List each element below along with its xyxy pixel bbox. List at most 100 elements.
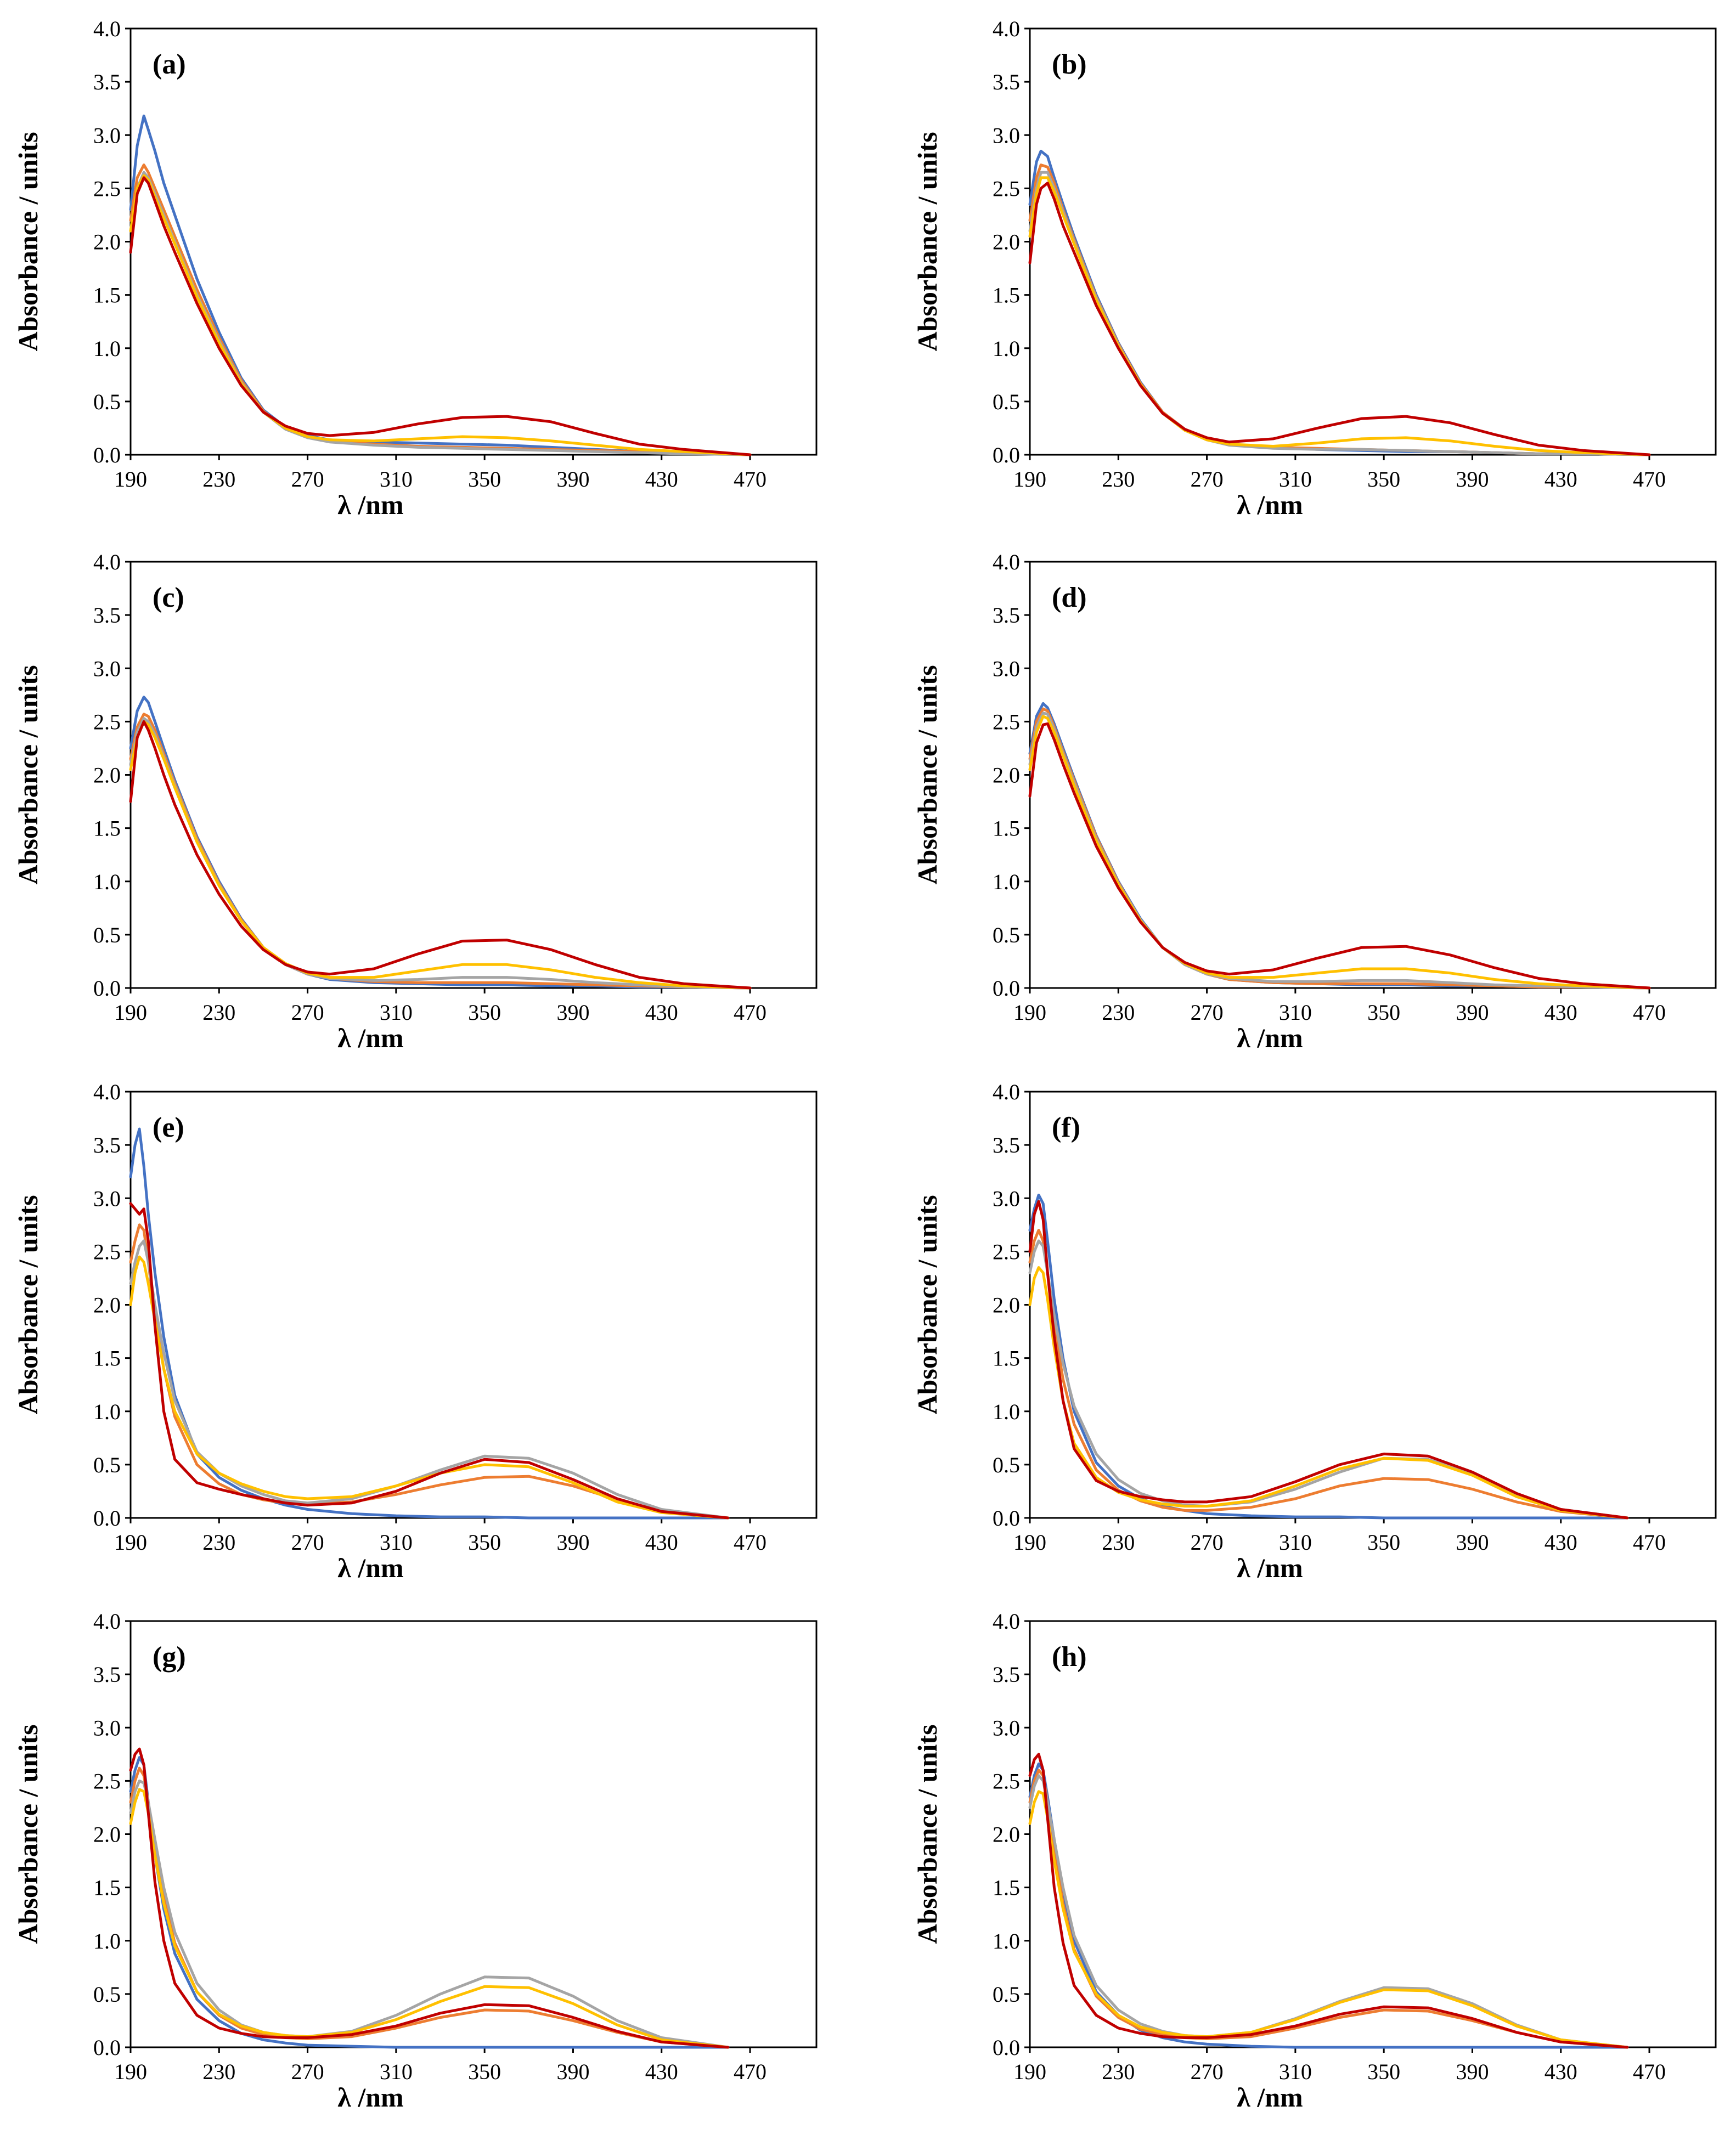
y-tick-label: 1.5 <box>93 1876 121 1900</box>
series-line-s5 <box>129 176 752 456</box>
y-tick-label: 3.5 <box>93 70 121 94</box>
x-tick-label: 390 <box>1456 1530 1489 1555</box>
y-tick-label: 0.5 <box>993 1982 1020 2007</box>
y-tick-label: 3.5 <box>93 1662 121 1687</box>
series-line-s1 <box>129 696 752 990</box>
y-tick-label: 0.0 <box>993 976 1020 1001</box>
series-line-s4 <box>1028 176 1651 456</box>
panel-label: (h) <box>1052 1641 1087 1673</box>
y-tick-label: 2.0 <box>93 1822 121 1847</box>
x-tick-label: 350 <box>468 2059 501 2084</box>
panel-label: (a) <box>153 49 186 80</box>
x-tick-label: 270 <box>291 467 324 492</box>
x-tick-label: 230 <box>1102 1530 1135 1555</box>
x-tick-label: 390 <box>556 1530 589 1555</box>
y-tick-label: 3.0 <box>93 1186 121 1211</box>
x-tick-label: 230 <box>1102 1000 1135 1025</box>
chart-panel-h: 0.0 0.5 1.0 1.5 2.0 2.5 3.0 3.5 4.0 190 230 270 310 3… <box>912 1609 1717 2113</box>
series-line-s1 <box>1028 702 1651 990</box>
x-tick-label: 390 <box>1456 1000 1489 1025</box>
chart-panel-g: 0.0 0.5 1.0 1.5 2.0 2.5 3.0 3.5 4.0 190 230 270 310 3… <box>13 1609 818 2113</box>
x-tick-label: 230 <box>1102 2059 1135 2084</box>
x-tick-label: 390 <box>1456 467 1489 492</box>
series-line-s4 <box>1028 1790 1629 2049</box>
y-tick-label: 1.5 <box>93 283 121 308</box>
y-tick-label: 3.5 <box>93 1133 121 1157</box>
y-tick-label: 4.0 <box>93 16 121 41</box>
y-tick-label: 1.0 <box>993 1399 1020 1424</box>
x-tick-label: 310 <box>380 1000 413 1025</box>
series-line-s5 <box>1028 1200 1629 1520</box>
y-tick-label: 1.0 <box>993 336 1020 361</box>
y-tick-label: 2.0 <box>93 763 121 788</box>
x-tick-label: 470 <box>1633 1000 1666 1025</box>
y-tick-label: 1.5 <box>93 816 121 841</box>
x-axis-label: λ /nm <box>1237 1552 1303 1583</box>
x-tick-label: 270 <box>1191 1000 1224 1025</box>
y-tick-label: 2.5 <box>993 709 1020 734</box>
y-tick-label: 3.5 <box>993 1133 1020 1157</box>
x-tick-label: 430 <box>645 467 678 492</box>
y-tick-label: 3.0 <box>993 656 1020 681</box>
series-line-s5 <box>1028 182 1651 456</box>
x-tick-label: 350 <box>468 467 501 492</box>
y-tick-label: 3.5 <box>93 603 121 628</box>
panel-label: (g) <box>153 1641 186 1673</box>
y-tick-label: 2.5 <box>993 1769 1020 1793</box>
x-tick-label: 430 <box>1545 1530 1577 1555</box>
panel-label: (f) <box>1052 1112 1080 1143</box>
plot-frame <box>1029 1091 1717 1519</box>
y-tick-label: 3.0 <box>993 123 1020 148</box>
chart-panel-a: 0.0 0.5 1.0 1.5 2.0 2.5 3.0 3.5 4.0 190 230 270 310 3… <box>13 16 818 520</box>
y-axis-label: Absorbance / units <box>13 1724 43 1944</box>
y-tick-label: 1.5 <box>93 1346 121 1371</box>
x-tick-label: 430 <box>1545 467 1577 492</box>
y-tick-label: 2.5 <box>93 1769 121 1793</box>
y-tick-label: 2.5 <box>993 176 1020 201</box>
y-tick-label: 3.5 <box>993 603 1020 628</box>
y-tick-label: 1.0 <box>993 869 1020 894</box>
y-tick-label: 4.0 <box>993 1609 1020 1634</box>
chart-panel-b: 0.0 0.5 1.0 1.5 2.0 2.5 3.0 3.5 4.0 190 230 270 310 3… <box>912 16 1717 520</box>
y-tick-label: 2.0 <box>93 230 121 255</box>
x-tick-label: 470 <box>734 2059 766 2084</box>
series-line-s3 <box>129 171 752 456</box>
y-tick-label: 3.0 <box>93 1715 121 1740</box>
x-tick-label: 310 <box>1279 1000 1312 1025</box>
y-tick-label: 4.0 <box>993 550 1020 574</box>
x-tick-label: 190 <box>1013 2059 1046 2084</box>
x-tick-label: 190 <box>114 1000 147 1025</box>
plot-frame <box>129 561 818 989</box>
x-tick-label: 470 <box>1633 467 1666 492</box>
x-tick-label: 350 <box>1367 467 1400 492</box>
x-tick-label: 190 <box>114 1530 147 1555</box>
plot-frame <box>129 1091 818 1519</box>
x-tick-label: 190 <box>114 2059 147 2084</box>
x-tick-label: 350 <box>1367 2059 1400 2084</box>
x-tick-label: 230 <box>202 2059 235 2084</box>
series-line-s1 <box>129 1756 730 2049</box>
y-tick-label: 2.5 <box>993 1239 1020 1264</box>
plot-frame <box>1029 27 1717 456</box>
y-tick-label: 2.0 <box>993 1822 1020 1847</box>
y-tick-label: 0.0 <box>993 2035 1020 2060</box>
x-tick-label: 430 <box>645 1000 678 1025</box>
y-axis-label: Absorbance / units <box>912 1195 943 1414</box>
panel-label: (c) <box>153 582 184 613</box>
x-axis-label: λ /nm <box>337 1552 403 1583</box>
x-tick-label: 390 <box>556 1000 589 1025</box>
y-tick-label: 2.0 <box>993 1293 1020 1318</box>
y-axis-label: Absorbance / units <box>912 132 943 351</box>
x-tick-label: 470 <box>734 1000 766 1025</box>
y-tick-label: 0.0 <box>93 2035 121 2060</box>
y-axis-label: Absorbance / units <box>13 132 43 351</box>
y-tick-label: 0.0 <box>993 1506 1020 1531</box>
y-tick-label: 0.0 <box>93 1506 121 1531</box>
y-tick-label: 2.5 <box>93 709 121 734</box>
x-tick-label: 430 <box>1545 1000 1577 1025</box>
y-tick-label: 1.5 <box>993 1876 1020 1900</box>
y-tick-label: 2.5 <box>93 1239 121 1264</box>
panel-label: (e) <box>153 1112 184 1143</box>
chart-panel-c: 0.0 0.5 1.0 1.5 2.0 2.5 3.0 3.5 4.0 190 230 270 310 3… <box>13 550 818 1053</box>
